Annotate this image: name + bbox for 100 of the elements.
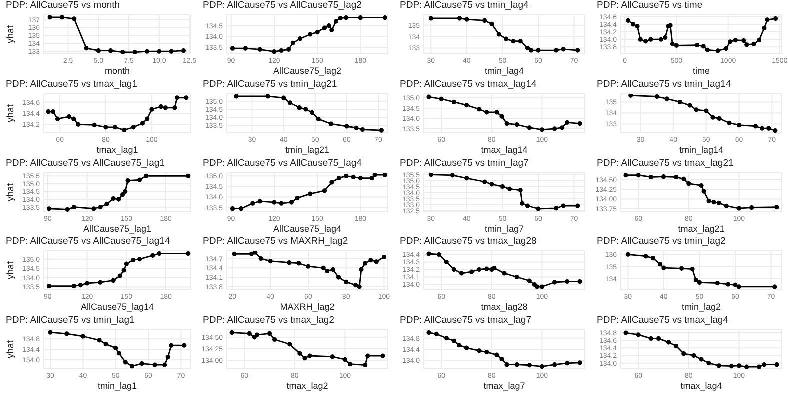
point — [145, 116, 150, 122]
point — [628, 94, 634, 98]
point — [565, 120, 570, 125]
point — [457, 16, 462, 21]
point — [363, 363, 368, 368]
point — [232, 252, 237, 257]
chart-title: PDP: AllCause75 vs tmin_lag7 — [399, 158, 530, 170]
point — [772, 285, 778, 290]
point — [122, 268, 126, 274]
point — [114, 346, 118, 351]
point — [658, 262, 663, 268]
point — [104, 201, 110, 206]
point — [742, 38, 746, 44]
point — [529, 48, 534, 53]
point — [635, 24, 640, 29]
point — [326, 24, 332, 28]
point — [85, 282, 90, 286]
point — [678, 100, 682, 104]
point — [540, 285, 545, 290]
x-axis-title: tmax_lag7 — [484, 381, 526, 392]
point — [511, 39, 516, 44]
point — [756, 38, 762, 43]
point — [712, 200, 716, 204]
point — [514, 362, 520, 368]
point — [150, 254, 156, 258]
point — [157, 49, 162, 54]
point — [561, 203, 566, 208]
point — [452, 268, 456, 272]
point — [131, 124, 136, 130]
point — [182, 343, 187, 348]
point — [48, 330, 53, 336]
point — [304, 106, 308, 112]
point — [682, 176, 686, 182]
point — [315, 30, 320, 35]
x-axis-title: AllCause75_lag14 — [80, 302, 154, 312]
point — [520, 200, 525, 206]
point — [534, 285, 540, 290]
point — [138, 257, 142, 262]
point — [682, 352, 686, 356]
point — [494, 352, 500, 358]
x-axis-title: tmin_lag14 — [679, 144, 724, 155]
x-axis-title: tmax_lag21 — [678, 224, 725, 234]
point — [728, 40, 733, 44]
point — [699, 183, 704, 188]
point — [374, 260, 379, 265]
point — [648, 174, 654, 180]
point — [527, 279, 532, 284]
point — [78, 283, 84, 288]
point — [380, 354, 386, 358]
point — [308, 32, 313, 37]
x-axis-title: AllCause75_lag2 — [273, 66, 342, 76]
point — [108, 48, 114, 54]
point — [690, 267, 695, 272]
point — [662, 266, 666, 271]
point — [186, 252, 191, 256]
point — [484, 110, 490, 115]
point — [258, 47, 262, 52]
point — [699, 357, 704, 362]
point — [336, 276, 342, 280]
chart-title: PDP: AllCause75 vs AllCause75_lag4 — [202, 158, 363, 170]
point — [124, 262, 129, 267]
point — [750, 205, 754, 210]
point — [663, 35, 668, 40]
point — [334, 19, 339, 24]
point — [726, 282, 731, 288]
x-axis-title: tmin_lag4 — [484, 66, 524, 76]
y-axis-title: yhat — [5, 182, 16, 202]
chart-title: PDP: AllCause75 vs MAXRH_lag2 — [202, 236, 350, 248]
point — [753, 124, 758, 129]
point — [144, 173, 149, 178]
point — [578, 121, 582, 126]
point — [624, 330, 628, 336]
point — [116, 351, 122, 356]
point — [484, 267, 490, 272]
point — [249, 252, 254, 257]
point — [111, 278, 116, 284]
point — [279, 48, 284, 54]
x-axis-title: tmin_lag7 — [484, 224, 524, 234]
point — [774, 362, 780, 368]
point — [626, 18, 631, 23]
point — [736, 122, 742, 128]
point — [382, 16, 388, 20]
point — [439, 96, 444, 102]
point — [504, 36, 509, 42]
point — [132, 50, 138, 54]
point — [98, 280, 103, 286]
point — [477, 348, 482, 354]
point — [268, 259, 273, 264]
point — [710, 115, 716, 120]
point — [680, 266, 684, 272]
point — [84, 46, 89, 51]
point — [760, 126, 765, 131]
point — [138, 177, 142, 182]
point — [163, 105, 168, 110]
point — [120, 192, 126, 197]
point — [500, 114, 504, 119]
point — [701, 44, 706, 49]
point — [670, 42, 675, 46]
point — [368, 258, 374, 264]
point — [532, 282, 537, 288]
